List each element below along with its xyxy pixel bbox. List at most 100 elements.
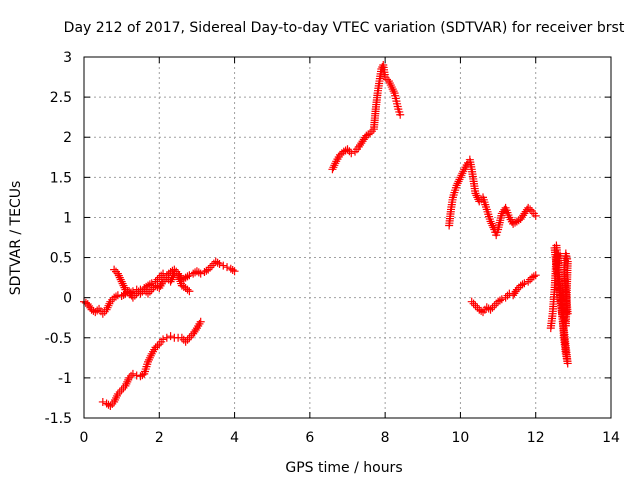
y-tick-label: 1.5 — [50, 170, 72, 186]
data-point — [385, 79, 394, 88]
data-point — [524, 277, 533, 286]
y-tick-label: 3 — [63, 50, 72, 66]
data-point — [531, 271, 540, 280]
data-point — [102, 305, 111, 314]
data-point — [140, 285, 149, 294]
data-point — [103, 303, 112, 312]
data-point — [155, 273, 164, 282]
data-point — [124, 375, 133, 384]
data-point — [529, 272, 538, 281]
data-point — [153, 275, 162, 284]
x-tick-label: 6 — [305, 430, 314, 446]
data-point — [495, 296, 504, 305]
data-point — [153, 341, 162, 350]
data-point — [472, 191, 481, 200]
data-point — [116, 275, 125, 284]
data-point — [119, 383, 128, 392]
data-point — [183, 285, 192, 294]
y-tick-label: 0 — [63, 291, 72, 307]
data-point — [146, 351, 155, 360]
data-point — [98, 309, 107, 318]
data-point — [454, 177, 463, 186]
data-point — [185, 287, 194, 296]
data-point — [121, 381, 130, 390]
data-point — [484, 304, 493, 313]
data-point — [111, 395, 120, 404]
x-tick-label: 2 — [155, 430, 164, 446]
data-point — [497, 295, 506, 304]
data-point — [487, 219, 496, 228]
data-point — [112, 391, 121, 400]
data-point — [132, 285, 141, 294]
data-point — [387, 83, 396, 92]
data-point — [123, 377, 132, 386]
data-point — [526, 205, 535, 214]
data-point — [341, 146, 350, 155]
data-point — [185, 271, 194, 280]
series-3 — [98, 317, 205, 410]
data-point — [330, 161, 339, 170]
y-tick-label: -0.5 — [45, 331, 72, 347]
data-point — [213, 258, 222, 267]
data-point — [486, 217, 495, 226]
data-point — [113, 389, 122, 398]
x-tick-label: 14 — [602, 430, 620, 446]
data-point — [104, 400, 113, 409]
data-point — [125, 373, 134, 382]
data-point — [93, 306, 102, 315]
axis-ticks: 0 2 4 6 8 10 12 14 -1.5 -1 -0.5 0 0.5 1 1.5 2 2.5 3 — [45, 50, 620, 446]
data-point — [389, 87, 398, 96]
data-point — [117, 277, 126, 286]
y-tick-label: 2.5 — [50, 90, 72, 106]
data-point — [119, 281, 128, 290]
series-7 — [546, 241, 572, 368]
data-point — [488, 221, 497, 230]
data-point — [456, 173, 465, 182]
data-point — [488, 303, 497, 312]
chart-title: Day 212 of 2017, Sidereal Day-to-day VTE… — [64, 20, 625, 36]
data-point — [531, 211, 540, 220]
data-point — [162, 333, 171, 342]
y-tick-label: 2 — [63, 130, 72, 146]
data-point — [106, 297, 115, 306]
data-point — [145, 287, 154, 296]
data-point — [159, 277, 168, 286]
data-point — [490, 301, 499, 310]
x-tick-label: 8 — [381, 430, 390, 446]
data-point — [98, 397, 107, 406]
data-point — [223, 263, 232, 272]
data-point — [166, 277, 175, 286]
y-tick-label: -1.5 — [45, 411, 72, 427]
data-point — [111, 393, 120, 402]
x-tick-label: 4 — [230, 430, 239, 446]
data-point — [396, 110, 405, 119]
data-point — [114, 271, 123, 280]
data-point — [136, 289, 145, 298]
data-point — [117, 385, 126, 394]
data-point — [145, 353, 154, 362]
data-point — [207, 261, 216, 270]
data-point — [455, 175, 464, 184]
data-point — [177, 333, 186, 342]
data-marks — [80, 61, 572, 410]
data-point — [118, 279, 127, 288]
data-point — [366, 129, 375, 138]
grid — [84, 57, 611, 418]
x-tick-label: 12 — [527, 430, 545, 446]
data-point — [328, 165, 337, 174]
data-point — [159, 335, 168, 344]
data-point — [452, 181, 461, 190]
y-tick-label: 0.5 — [50, 251, 72, 267]
data-point — [386, 81, 395, 90]
data-point — [115, 387, 124, 396]
data-point — [122, 379, 131, 388]
data-point — [467, 297, 476, 306]
data-point — [196, 269, 205, 278]
series-2 — [110, 265, 194, 298]
series-4 — [328, 61, 405, 174]
data-point — [105, 299, 114, 308]
data-point — [110, 397, 119, 406]
plot-frame — [83, 56, 612, 419]
data-point — [453, 179, 462, 188]
